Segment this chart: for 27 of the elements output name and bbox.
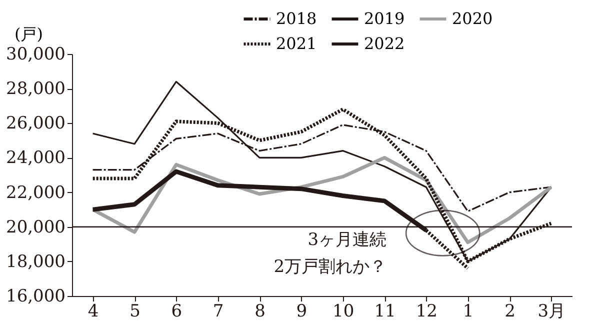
legend-label: 2022 xyxy=(364,34,405,53)
x-tick-label: 12 xyxy=(416,302,438,322)
x-tick-label: 8 xyxy=(254,302,266,322)
x-tick-label: 10 xyxy=(332,302,354,322)
x-tick-label: 6 xyxy=(171,302,182,322)
x-tick-label: 5 xyxy=(130,302,140,322)
y-axis-title: (戸) xyxy=(14,24,43,44)
legend-label: 2020 xyxy=(452,9,493,28)
y-tick-label: 28,000 xyxy=(6,79,66,100)
x-tick-label: 3月 xyxy=(538,302,566,322)
x-tick-label: 2 xyxy=(504,302,516,322)
x-tick-label: 7 xyxy=(212,302,224,322)
y-tick-label: 16,000 xyxy=(6,286,66,306)
legend-label: 2021 xyxy=(276,34,317,53)
x-tick-label: 9 xyxy=(296,302,308,322)
y-tick-label: 22,000 xyxy=(6,182,66,203)
annotation: 3ヶ月連続 2万戸割れか？ xyxy=(274,230,387,277)
y-tick-label: 26,000 xyxy=(6,114,66,134)
legend-label: 2018 xyxy=(276,9,317,28)
y-tick-label: 18,000 xyxy=(6,252,66,272)
x-tick-label: 1 xyxy=(462,302,474,322)
legend-label: 2019 xyxy=(364,9,405,28)
y-tick-label: 30,000 xyxy=(6,44,66,64)
y-tick-label: 20,000 xyxy=(6,217,66,238)
y-tick-label: 24,000 xyxy=(6,148,66,168)
x-tick-label: 4 xyxy=(88,302,99,322)
x-tick-label: 11 xyxy=(374,302,396,322)
